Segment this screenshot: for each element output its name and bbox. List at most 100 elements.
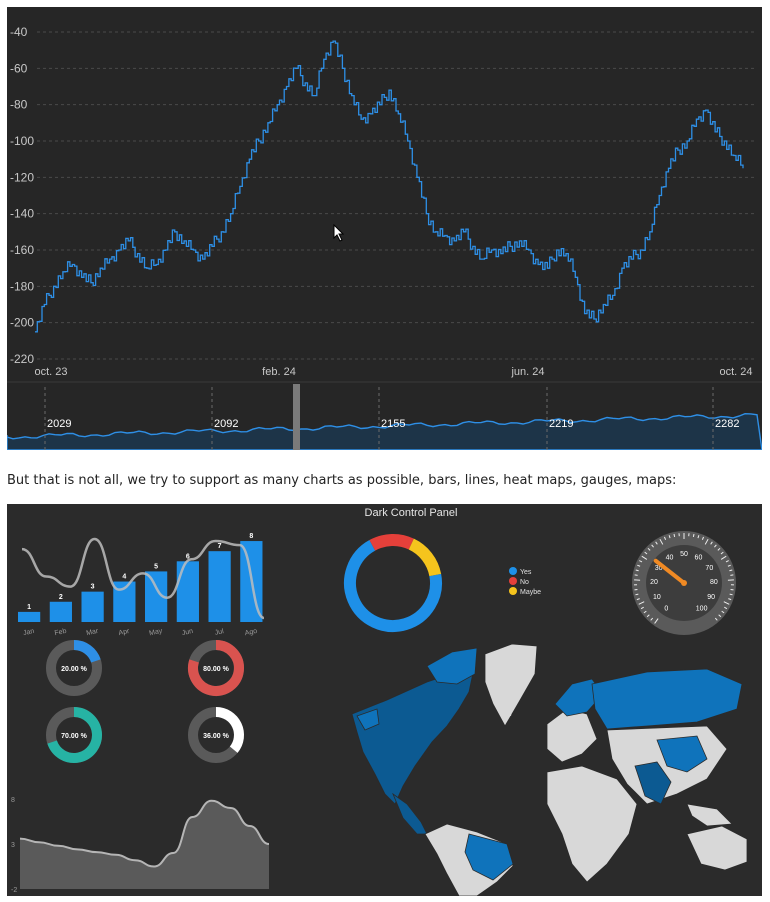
indonesia-region	[686, 803, 733, 827]
gauge-tick-label: 70	[705, 565, 713, 572]
bar-value-label: 4	[122, 574, 126, 581]
gauge-tick	[659, 538, 664, 545]
y-tick-label: -60	[10, 61, 28, 75]
canadian-arctic-region	[426, 647, 478, 685]
gauge-tick	[725, 560, 729, 563]
europe-region	[546, 708, 598, 763]
gauge-tick	[636, 598, 640, 601]
bar-category-label: Apr	[118, 628, 131, 637]
navigator-tick-label: 2282	[715, 418, 739, 430]
donut-slice	[369, 534, 414, 551]
gauge-needle	[653, 558, 686, 585]
mouse-cursor-icon	[333, 224, 345, 242]
gauge-tick-label: 40	[666, 555, 674, 562]
progress-arc	[188, 640, 244, 696]
area-y-tick-label: 8	[11, 797, 15, 804]
gauge-tick-label: 100	[696, 605, 708, 612]
y-tick-label: -120	[10, 170, 34, 184]
legend-label: Maybe	[520, 589, 541, 596]
russia-region	[591, 668, 743, 730]
overlay-line	[21, 537, 265, 620]
legend-label: Yes	[520, 569, 532, 576]
gauge-tick	[635, 593, 639, 596]
dashboard-svg: Dark Control Panel 1 Jan 2 Feb 3 Mar 4 Apr 5 May 6…	[11, 507, 748, 897]
gauge-tick	[668, 535, 671, 539]
world-map	[351, 643, 748, 897]
donut-slice	[408, 538, 442, 577]
gauge-tick	[643, 610, 647, 614]
caption-text: But that is not all, we try to support a…	[7, 473, 677, 488]
navigator-handle[interactable]	[293, 384, 300, 450]
progress-arc	[47, 707, 102, 763]
bar-category-label: Jun	[181, 628, 194, 637]
gauge-tick	[718, 614, 722, 618]
bar	[145, 571, 168, 622]
bar	[176, 561, 199, 622]
australia-region	[686, 825, 748, 871]
bar-category-label: May	[149, 628, 164, 638]
y-tick-label: -40	[10, 25, 28, 39]
area-fill	[20, 800, 269, 889]
gauge-tick	[714, 544, 717, 548]
bar	[208, 551, 231, 622]
x-tick-label: jun. 24	[510, 366, 544, 378]
gauge-tick	[717, 547, 721, 551]
legend-label: No	[520, 579, 529, 586]
line-chart-panel: -40 -60 -80 -100 -120 -140 -160 -180 -200 -220 oc…	[6, 7, 763, 451]
y-tick-label: -200	[10, 316, 34, 330]
bar	[113, 581, 136, 622]
progress-label: 80.00 %	[203, 666, 229, 673]
bar-category-label: Jan	[23, 628, 36, 637]
bar-value-label: 2	[59, 594, 63, 601]
x-tick-label: oct. 24	[719, 366, 752, 378]
x-tick-label: feb. 24	[262, 366, 296, 378]
gauge-tick-label: 30	[655, 565, 663, 572]
price-series-line	[35, 40, 744, 333]
navigator-area	[6, 412, 763, 451]
panel-title: Dark Control Panel	[365, 507, 458, 519]
legend-marker	[509, 577, 517, 585]
bar-category-label: Ago	[244, 628, 258, 637]
gauge-tick	[654, 618, 659, 624]
africa-region	[546, 765, 638, 883]
bar-value-label: 5	[154, 563, 158, 570]
gauge-tick	[692, 533, 695, 538]
navigator-tick-label: 2219	[549, 418, 573, 430]
gauge-tick-label: 60	[695, 555, 703, 562]
gauge-tick	[701, 536, 705, 540]
bar-category-label: Mar	[86, 628, 100, 637]
line-chart-svg: -40 -60 -80 -100 -120 -140 -160 -180 -200 -220 oc…	[6, 25, 763, 451]
bar-category-label: Feb	[54, 628, 67, 637]
gauge-tick	[720, 551, 724, 555]
gauge-tick	[651, 544, 654, 548]
gauge-tick	[663, 536, 667, 540]
gauge-tick	[641, 555, 648, 560]
bar-value-label: 6	[186, 553, 190, 560]
legend-marker	[509, 567, 517, 575]
gauge-tick-label: 10	[653, 594, 661, 601]
gauge-tick	[729, 569, 733, 572]
greenland-region	[484, 643, 538, 727]
gauge-tick	[723, 601, 730, 605]
gauge-tick	[655, 541, 658, 545]
area-y-tick-label: 3	[11, 842, 15, 849]
gauge-tick-label: 50	[680, 551, 688, 558]
bar-value-label: 3	[91, 584, 95, 591]
iceland-region	[504, 704, 513, 716]
bar	[81, 591, 104, 622]
gauge-tick-label: 80	[710, 579, 718, 586]
gauge-tick	[714, 617, 718, 621]
gauge-tick	[721, 610, 725, 614]
gauge-tick	[727, 564, 731, 567]
gauge-tick	[673, 533, 676, 538]
area-y-tick-label: -2	[11, 887, 17, 894]
gauge-tick	[710, 541, 713, 545]
bar-category-label: Jul	[214, 628, 225, 637]
gauge-tick	[724, 606, 728, 610]
gauge-tick	[637, 564, 641, 567]
gauge-tick	[720, 555, 727, 560]
gauge-tick	[650, 617, 654, 621]
progress-label: 36.00 %	[203, 733, 229, 740]
y-tick-label: -100	[10, 134, 34, 148]
navigator-tick-label: 2155	[381, 418, 405, 430]
